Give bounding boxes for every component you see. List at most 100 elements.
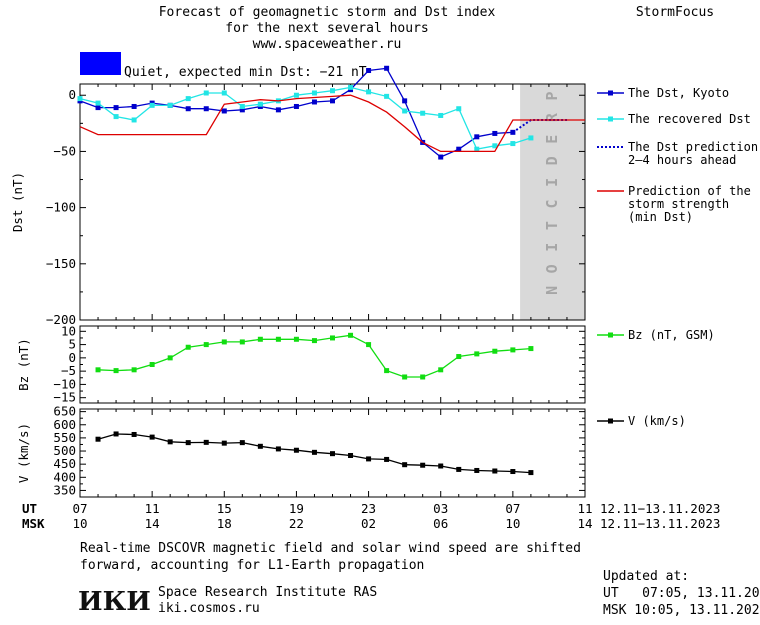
prediction-label-letter: R: [543, 112, 561, 122]
bz-ytick-label: 0: [68, 350, 76, 365]
v-point: [293, 447, 299, 453]
storm_strength-legend-label: Prediction of the: [628, 184, 751, 198]
dst_kyoto-point: [456, 146, 462, 152]
ut-date-range: 12.11−13.11.2023: [600, 501, 720, 516]
v-point: [95, 436, 101, 442]
dst_kyoto-point: [221, 108, 227, 114]
v-ytick-label: 400: [53, 469, 76, 484]
dst_kyoto-point: [185, 106, 191, 112]
v-point: [221, 440, 227, 446]
legend: The Dst, Kyoto The recovered Dst The Dst p…: [597, 86, 758, 428]
v-point: [492, 468, 498, 474]
prediction-label-letter: P: [543, 91, 561, 100]
v-point: [510, 469, 516, 475]
dst_recovered-point: [185, 96, 191, 102]
v-point: [113, 431, 119, 437]
dst_recovered-line: [79, 86, 532, 150]
dst-ytick-label: −200: [46, 312, 76, 327]
dst_recovered-point: [113, 114, 119, 120]
dst_recovered-point: [474, 146, 480, 152]
v-point: [330, 451, 335, 457]
ut-tick-label: 07: [505, 501, 520, 516]
msk-date-range: 12.11−13.11.2023: [600, 516, 720, 531]
dst_kyoto-point: [384, 65, 390, 71]
dst_recovered-point: [221, 90, 227, 96]
dst_kyoto-legend-label: The Dst, Kyoto: [628, 86, 729, 100]
bz-ytick-label: −10: [53, 376, 76, 391]
status-text: Quiet, expected min Dst: −21 nT: [124, 65, 367, 80]
dst_recovered-point: [77, 96, 83, 102]
bz-point: [474, 351, 480, 357]
v-ytick-label: 500: [53, 443, 76, 458]
updated-ut: UT 07:05, 13.11.2023: [603, 586, 760, 601]
dst_prediction-legend-label: The Dst prediction: [628, 140, 758, 154]
v-ytick-label: 650: [53, 404, 76, 419]
dst_kyoto-point: [113, 105, 119, 111]
brand-label: StormFocus: [636, 5, 714, 20]
bz-ytick-label: 5: [68, 337, 76, 352]
bz-point: [438, 367, 444, 373]
prediction-label-letter: D: [543, 156, 561, 165]
dst_kyoto-point: [275, 107, 281, 113]
v-point: [438, 463, 444, 469]
bz-point: [384, 368, 390, 374]
v-point: [239, 440, 245, 446]
prediction-band: [520, 84, 585, 320]
dst_recovered-point: [438, 112, 444, 118]
v-ytick-label: 450: [53, 456, 76, 471]
dst-ytick-label: −150: [46, 256, 76, 271]
prediction-label-letter: T: [543, 221, 561, 230]
v-point: [402, 462, 408, 468]
chart-title-line-1: Forecast of geomagnetic storm and Dst in…: [159, 5, 496, 20]
bz-ytick-label: −5: [61, 363, 76, 378]
dst_kyoto-point: [510, 129, 516, 135]
updated-label: Updated at:: [603, 569, 689, 584]
dst_recovered-point: [402, 108, 408, 114]
v-point: [185, 440, 191, 446]
chart-title-line-2: for the next several hours: [225, 21, 429, 36]
bz-legend-marker: [608, 332, 613, 338]
ut-axis-label: UT: [22, 501, 37, 516]
dst_recovered-legend-label: The recovered Dst: [628, 112, 751, 126]
ut-tick-label: 03: [433, 501, 448, 516]
v-ytick-label: 600: [53, 417, 76, 432]
bz-point: [311, 338, 317, 344]
dst_recovered-point: [384, 93, 390, 99]
bz-point: [257, 336, 263, 342]
dst_kyoto-point: [131, 103, 137, 109]
dst_recovered-point: [131, 117, 137, 123]
dst_recovered-point: [348, 84, 354, 90]
bz-point: [492, 348, 498, 354]
bz-point: [221, 339, 227, 345]
v-point: [149, 434, 155, 440]
bz-point: [239, 339, 245, 345]
v-point: [384, 456, 390, 462]
v-point: [167, 439, 173, 445]
bz-point: [95, 367, 101, 373]
bz-point: [348, 332, 354, 338]
v-point: [257, 443, 263, 449]
v-point: [420, 462, 426, 468]
bz-point: [275, 336, 281, 342]
prediction-label-letter: C: [543, 199, 561, 208]
dst_recovered-point: [311, 90, 317, 96]
v-point: [528, 470, 534, 476]
bz-point: [167, 355, 173, 361]
msk-tick-label: 06: [433, 516, 448, 531]
bz-point: [113, 368, 119, 374]
dst_recovered-legend-marker: [608, 116, 613, 122]
msk-tick-label: 18: [217, 516, 232, 531]
institute-site[interactable]: iki.cosmos.ru: [158, 601, 260, 616]
dst_kyoto-point: [366, 68, 372, 74]
bz-point: [185, 344, 191, 350]
v-point: [366, 456, 372, 462]
prediction-label-letter: E: [543, 135, 561, 144]
ut-tick-label: 07: [72, 501, 87, 516]
dst_kyoto-point: [293, 103, 299, 109]
dst_kyoto-point: [95, 105, 101, 111]
msk-tick-label: 10: [505, 516, 520, 531]
dst_recovered-point: [456, 106, 462, 112]
v-point: [131, 431, 137, 437]
